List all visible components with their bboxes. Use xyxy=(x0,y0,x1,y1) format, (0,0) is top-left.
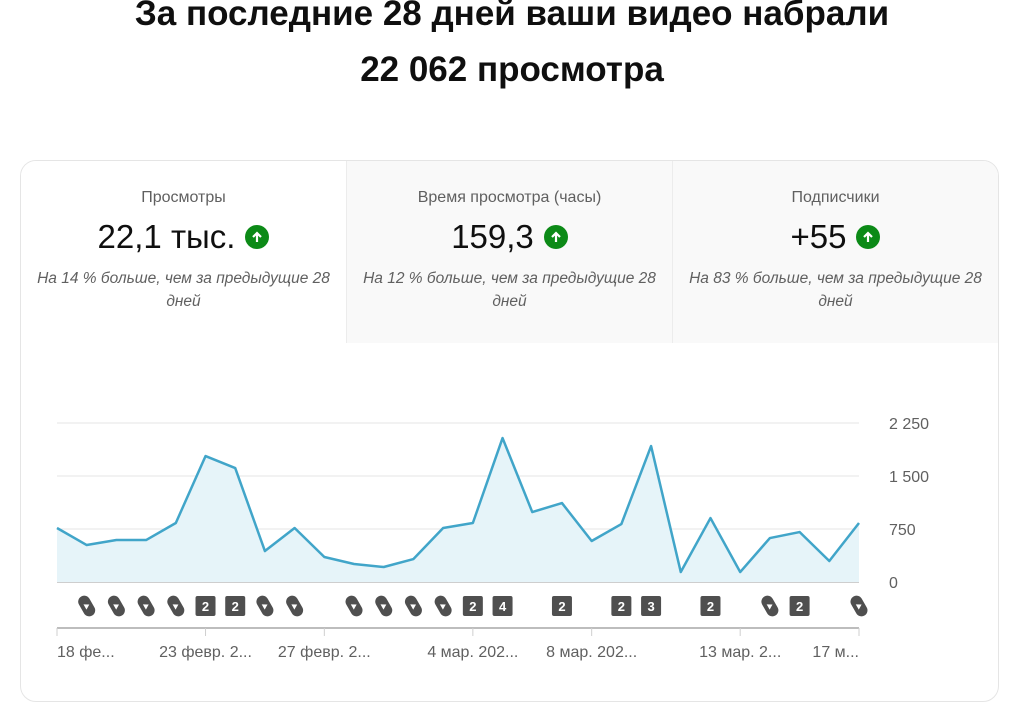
video-count-label: 2 xyxy=(796,599,803,614)
area-fill xyxy=(57,438,859,582)
shorts-icon xyxy=(848,593,869,618)
shorts-icon xyxy=(403,593,424,618)
y-tick-label: 1 500 xyxy=(889,469,929,486)
video-count-label: 2 xyxy=(618,599,625,614)
video-count-label: 2 xyxy=(558,599,565,614)
x-tick-label: 17 м... xyxy=(812,644,859,661)
shorts-icon xyxy=(254,593,275,618)
x-tick-label: 8 мар. 202... xyxy=(546,644,637,661)
x-tick-label: 4 мар. 202... xyxy=(427,644,518,661)
video-count-label: 2 xyxy=(469,599,476,614)
y-tick-label: 2 250 xyxy=(889,416,929,433)
shorts-icon xyxy=(284,593,305,618)
shorts-icon xyxy=(76,593,97,618)
video-count-label: 2 xyxy=(232,599,239,614)
shorts-icon xyxy=(432,593,453,618)
x-tick-label: 23 февр. 2... xyxy=(159,644,252,661)
video-count-label: 4 xyxy=(499,599,507,614)
y-tick-label: 0 xyxy=(889,575,898,592)
x-tick-label: 18 фе... xyxy=(57,644,115,661)
x-tick-label: 13 мар. 2... xyxy=(699,644,781,661)
video-count-label: 3 xyxy=(647,599,654,614)
shorts-icon xyxy=(759,593,780,618)
x-tick-label: 27 февр. 2... xyxy=(278,644,371,661)
views-chart: 0 750 1 500 2 250 2 2 2 4 2 2 3 2 2 18 фе... 23 февр. … xyxy=(0,0,1024,661)
video-count-label: 2 xyxy=(202,599,209,614)
video-count-label: 2 xyxy=(707,599,714,614)
shorts-icon xyxy=(106,593,127,618)
shorts-icon xyxy=(373,593,394,618)
shorts-icon xyxy=(135,593,156,618)
y-tick-label: 750 xyxy=(889,522,916,539)
shorts-icon xyxy=(165,593,186,618)
shorts-icon xyxy=(343,593,364,618)
